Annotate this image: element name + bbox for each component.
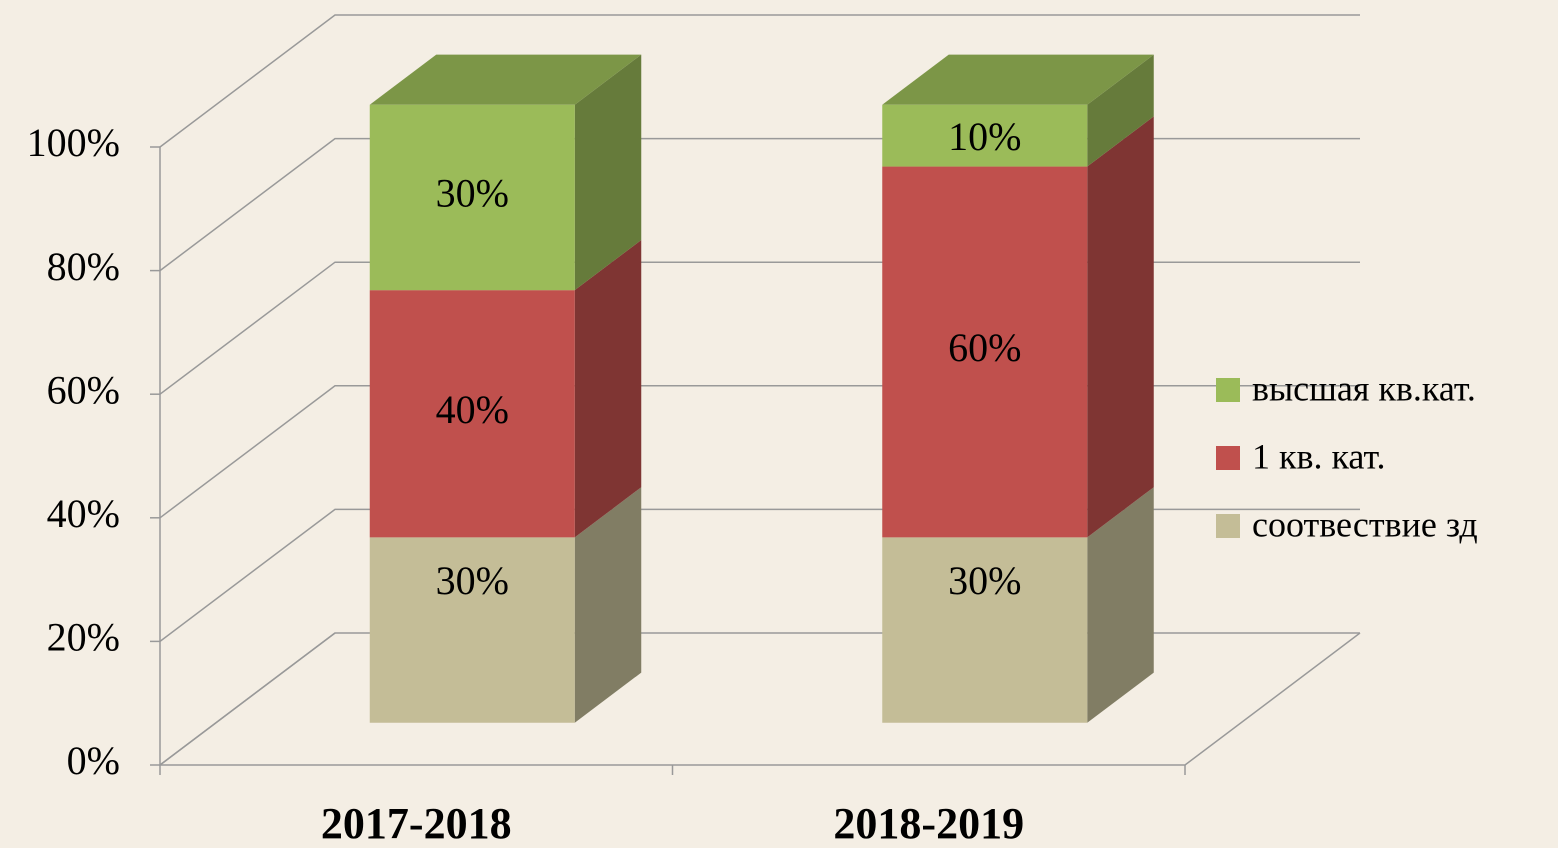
x-tick-label: 2017-2018 <box>321 799 512 848</box>
legend-swatch <box>1216 514 1240 538</box>
legend-swatch <box>1216 378 1240 402</box>
bar-side <box>575 240 642 537</box>
x-tick-label: 2018-2019 <box>833 799 1024 848</box>
y-tick-label: 20% <box>47 615 120 660</box>
page: 0% 20% 40% 60% 80% 100% 2017-2018 30% 40% 30% 2018… <box>0 0 1558 848</box>
chart: 0% 20% 40% 60% 80% 100% 2017-2018 30% 40% 30% 2018… <box>0 0 1558 848</box>
legend-label: высшая кв.кат. <box>1252 368 1476 408</box>
grid-line <box>160 15 1360 147</box>
legend-label: соотвествие зд <box>1252 504 1478 544</box>
grid-line <box>160 262 1360 394</box>
y-tick-label: 0% <box>67 738 120 783</box>
value-label: 30% <box>436 558 509 603</box>
y-tick-label: 40% <box>47 491 120 536</box>
y-tick-label: 80% <box>47 244 120 289</box>
grid-line <box>160 139 1360 271</box>
grid-line <box>160 509 1360 641</box>
value-label: 10% <box>948 114 1021 159</box>
value-label: 30% <box>948 558 1021 603</box>
value-label: 60% <box>948 325 1021 370</box>
value-label: 30% <box>436 171 509 216</box>
axis-wall <box>160 147 1360 765</box>
legend-label: 1 кв. кат. <box>1252 436 1386 476</box>
y-tick-label: 100% <box>27 120 120 165</box>
y-tick-label: 60% <box>47 367 120 412</box>
legend-swatch <box>1216 446 1240 470</box>
value-label: 40% <box>436 387 509 432</box>
grid-line <box>160 633 1360 765</box>
bar-side <box>1087 116 1154 537</box>
grid-line <box>160 386 1360 518</box>
